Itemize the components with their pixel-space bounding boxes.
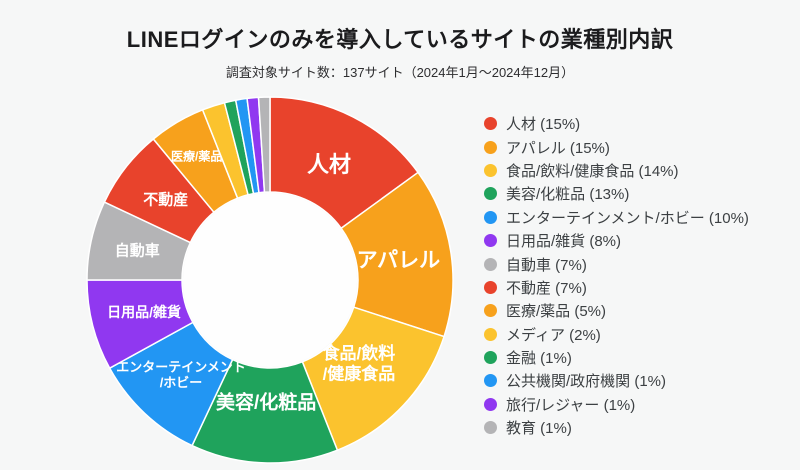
- legend-swatch-icon: [484, 304, 497, 318]
- legend-label: 金融 (1%): [506, 350, 572, 368]
- legend-swatch-icon: [484, 140, 497, 154]
- legend-item: 人材 (15%): [484, 112, 749, 135]
- legend-swatch-icon: [484, 327, 497, 341]
- legend-swatch-icon: [484, 257, 497, 271]
- legend-swatch-icon: [484, 163, 497, 177]
- legend-item: アパレル (15%): [484, 135, 749, 158]
- pie-slice: [301, 306, 445, 451]
- legend-swatch-icon: [484, 187, 497, 201]
- legend-item: エンターテインメント/ホビー (10%): [484, 206, 749, 229]
- legend-item: 自動車 (7%): [484, 252, 749, 275]
- legend-label: 食品/飲料/健康食品 (14%): [506, 162, 679, 180]
- legend-swatch-icon: [484, 210, 497, 224]
- legend-swatch-icon: [484, 351, 497, 365]
- legend-label: 教育 (1%): [506, 420, 572, 438]
- legend-item: 金融 (1%): [484, 346, 749, 369]
- legend-label: アパレル (15%): [506, 139, 610, 157]
- legend-item: 医療/薬品 (5%): [484, 299, 749, 322]
- slice-label: エンターテインメント/ホビー: [116, 359, 246, 390]
- legend-label: メディア (2%): [506, 326, 601, 344]
- slice-label: 人材: [307, 152, 351, 177]
- pie-slice: [269, 96, 419, 230]
- legend-label: 人材 (15%): [506, 116, 581, 134]
- legend-item: 日用品/雑貨 (8%): [484, 229, 749, 252]
- chart-legend: 人材 (15%) アパレル (15%) 食品/飲料/健康食品 (14%) 美容/化粧品…: [484, 112, 749, 439]
- legend-label: 自動車 (7%): [506, 256, 587, 274]
- legend-item: メディア (2%): [484, 323, 749, 346]
- legend-item: 教育 (1%): [484, 416, 749, 439]
- chart-subtitle: 調査対象サイト数：137サイト（2024年1月〜2024年12月）: [225, 65, 575, 80]
- slice-label: 食品/飲料/健康食品: [323, 343, 396, 383]
- legend-label: 公共機関/政府機関 (1%): [506, 373, 667, 391]
- slice-label: 美容/化粧品: [216, 391, 316, 414]
- legend-label: 日用品/雑貨 (8%): [506, 233, 622, 251]
- legend-swatch-icon: [484, 234, 497, 248]
- legend-item: 公共機関/政府機関 (1%): [484, 369, 749, 392]
- legend-item: 食品/飲料/健康食品 (14%): [484, 159, 749, 182]
- slice-label: 自動車: [115, 242, 160, 260]
- legend-label: エンターテインメント/ホビー (10%): [506, 209, 749, 227]
- legend-label: 美容/化粧品 (13%): [506, 186, 630, 204]
- legend-item: 旅行/レジャー (1%): [484, 393, 749, 416]
- legend-swatch-icon: [484, 374, 497, 388]
- chart-title: LINEログインのみを導入しているサイトの業種別内訳: [126, 27, 674, 52]
- slice-label: 不動産: [143, 190, 188, 208]
- legend-swatch-icon: [484, 117, 497, 131]
- legend-swatch-icon: [484, 397, 497, 411]
- legend-item: 不動産 (7%): [484, 276, 749, 299]
- legend-label: 不動産 (7%): [506, 279, 587, 297]
- slice-label: 医療/薬品: [171, 148, 222, 163]
- slice-label: 日用品/雑貨: [107, 304, 181, 320]
- legend-swatch-icon: [484, 421, 497, 435]
- pie-slice: [257, 96, 271, 193]
- legend-label: 旅行/レジャー (1%): [506, 396, 636, 414]
- legend-swatch-icon: [484, 280, 497, 294]
- donut-hole: [183, 193, 357, 367]
- pie-slice: [340, 171, 454, 338]
- legend-item: 美容/化粧品 (13%): [484, 182, 749, 205]
- legend-label: 医療/薬品 (5%): [506, 303, 607, 321]
- slice-label: アパレル: [357, 249, 441, 272]
